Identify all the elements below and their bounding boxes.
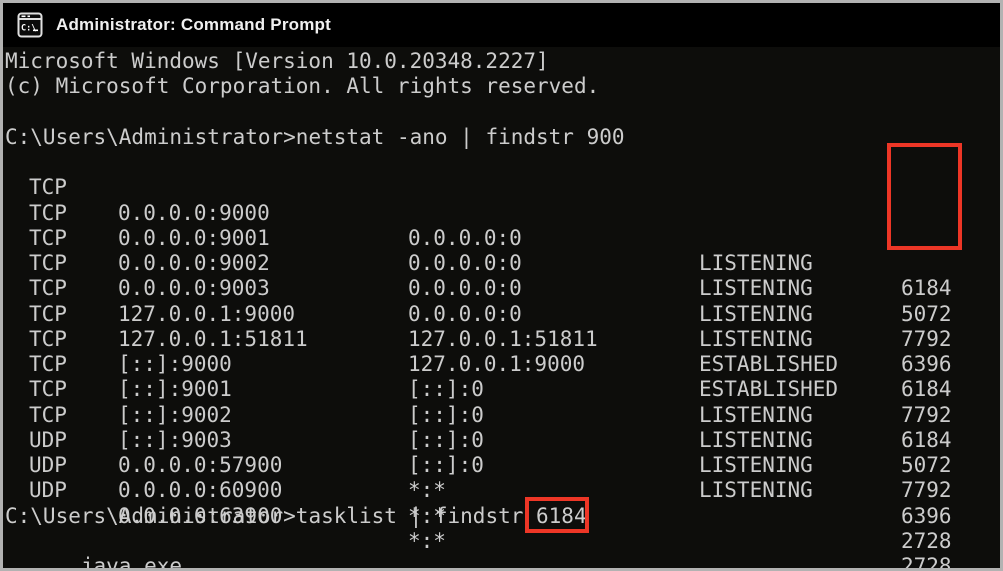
netstat-local-address: 0.0.0.0:63900	[118, 503, 283, 528]
netstat-pid: 6396	[901, 352, 952, 377]
netstat-foreign-address: 0.0.0.0:0	[408, 251, 522, 276]
netstat-pid: 7792	[901, 478, 952, 503]
command-line-tasklist: C:\Users\Administrator>tasklist | findst…	[3, 504, 1000, 529]
netstat-row: TCP 0.0.0.0:9001 0.0.0.0:0 LISTENING 507…	[3, 175, 1000, 326]
netstat-row: UDP 0.0.0.0:60900 *:* 2728	[3, 428, 1000, 568]
netstat-foreign-address: *:*	[408, 503, 446, 528]
netstat-local-address: 0.0.0.0:9002	[118, 251, 270, 276]
netstat-proto: TCP	[29, 200, 67, 225]
netstat-state: LISTENING	[699, 251, 813, 276]
netstat-row: TCP 127.0.0.1:51811 127.0.0.1:9000 ESTAB…	[3, 276, 1000, 427]
netstat-foreign-address: *:*	[408, 478, 446, 503]
netstat-proto: TCP	[29, 225, 67, 250]
netstat-local-address: 0.0.0.0:9003	[118, 276, 270, 301]
netstat-state: LISTENING	[699, 276, 813, 301]
prompt-text: C:\Users\Administrator>	[5, 124, 296, 149]
netstat-row: TCP [::]:9001 [::]:0 LISTENING 5072	[3, 327, 1000, 477]
netstat-local-address: 127.0.0.1:9000	[118, 301, 296, 326]
command-line-netstat: C:\Users\Administrator>netstat -ano | fi…	[3, 125, 1000, 150]
netstat-row: TCP [::]:9002 [::]:0 LISTENING 7792	[3, 352, 1000, 502]
netstat-pid: 6184	[901, 427, 952, 452]
netstat-local-address: 0.0.0.0:57900	[118, 453, 283, 478]
netstat-pid: 6396	[901, 503, 952, 528]
netstat-local-address: 0.0.0.0:60900	[118, 478, 283, 503]
netstat-proto: TCP	[29, 175, 67, 200]
netstat-state: LISTENING	[699, 453, 813, 478]
blank-line	[3, 478, 1000, 503]
netstat-foreign-address: [::]:0	[408, 427, 484, 452]
netstat-local-address: [::]:9003	[118, 427, 232, 452]
netstat-pid: 5072	[901, 301, 952, 326]
banner-line-1: Microsoft Windows [Version 10.0.20348.22…	[5, 49, 549, 73]
tasklist-row: java.exe 6184 Services 0 361,672 K	[3, 529, 1000, 568]
netstat-foreign-address: 0.0.0.0:0	[408, 301, 522, 326]
netstat-foreign-address: 127.0.0.1:9000	[408, 352, 586, 377]
blank-line	[3, 100, 1000, 125]
netstat-foreign-address: *:*	[408, 528, 446, 553]
title-bar[interactable]: C:\ Administrator: Command Prompt	[3, 3, 1000, 47]
netstat-pid: 5072	[901, 453, 952, 478]
netstat-local-address: [::]:9001	[118, 377, 232, 402]
netstat-local-address: 0.0.0.0:9000	[118, 200, 270, 225]
command-text-netstat: netstat -ano | findstr 900	[295, 124, 625, 149]
netstat-row: TCP [::]:9003 [::]:0 LISTENING 6396	[3, 377, 1000, 528]
netstat-foreign-address: [::]:0	[408, 377, 484, 402]
netstat-pid: 2728	[901, 528, 952, 553]
netstat-state: LISTENING	[699, 478, 813, 503]
prompt-text: C:\Users\Administrator>	[5, 503, 296, 528]
command-text-tasklist: tasklist | findstr 6184	[295, 503, 587, 528]
netstat-pid: 7792	[901, 402, 952, 427]
netstat-row: TCP 0.0.0.0:9000 0.0.0.0:0 LISTENING 618…	[3, 150, 1000, 300]
netstat-state: LISTENING	[699, 402, 813, 427]
netstat-local-address: [::]:9000	[118, 352, 232, 377]
netstat-table: TCP 0.0.0.0:9000 0.0.0.0:0 LISTENING 618…	[3, 150, 1000, 568]
console-output[interactable]: Microsoft Windows [Version 10.0.20348.22…	[3, 47, 1000, 568]
netstat-local-address: 127.0.0.1:51811	[118, 326, 308, 351]
netstat-state: LISTENING	[699, 301, 813, 326]
netstat-proto: TCP	[29, 276, 67, 301]
netstat-foreign-address: 127.0.0.1:51811	[408, 326, 598, 351]
netstat-pid: 2728	[901, 554, 952, 571]
netstat-proto: UDP	[29, 427, 67, 452]
netstat-state: ESTABLISHED	[699, 352, 839, 377]
netstat-local-address: 0.0.0.0:9001	[118, 225, 270, 250]
tasklist-image-name: java.exe	[80, 554, 183, 571]
netstat-proto: TCP	[29, 301, 67, 326]
netstat-foreign-address: 0.0.0.0:0	[408, 225, 522, 250]
netstat-row: TCP 127.0.0.1:9000 127.0.0.1:51811 ESTAB…	[3, 251, 1000, 401]
netstat-pid: 7792	[901, 326, 952, 351]
netstat-state: LISTENING	[699, 326, 813, 351]
netstat-row: TCP 0.0.0.0:9002 0.0.0.0:0 LISTENING 779…	[3, 201, 1000, 351]
svg-text:C:\: C:\	[21, 24, 36, 34]
netstat-proto: UDP	[29, 453, 67, 478]
netstat-foreign-address: 0.0.0.0:0	[408, 276, 522, 301]
netstat-foreign-address: [::]:0	[408, 453, 484, 478]
netstat-state: ESTABLISHED	[699, 377, 839, 402]
netstat-pid: 6184	[901, 276, 952, 301]
netstat-foreign-address: [::]:0	[408, 402, 484, 427]
netstat-row: UDP 0.0.0.0:63900 *:* 2728	[3, 453, 1000, 553]
netstat-proto: TCP	[29, 251, 67, 276]
netstat-proto: UDP	[29, 478, 67, 503]
netstat-row: UDP 0.0.0.0:57900 *:* 2728	[3, 403, 1000, 553]
netstat-local-address: [::]:9002	[118, 402, 232, 427]
netstat-pid: 6184	[901, 377, 952, 402]
netstat-proto: TCP	[29, 326, 67, 351]
netstat-proto: TCP	[29, 352, 67, 377]
netstat-proto: TCP	[29, 402, 67, 427]
netstat-row: TCP [::]:9000 [::]:0 LISTENING 6184	[3, 302, 1000, 452]
netstat-proto: TCP	[29, 377, 67, 402]
window-title: Administrator: Command Prompt	[56, 15, 331, 34]
netstat-row: TCP 0.0.0.0:9003 0.0.0.0:0 LISTENING 639…	[3, 226, 1000, 376]
netstat-state: LISTENING	[699, 427, 813, 452]
banner-line-2: (c) Microsoft Corporation. All rights re…	[5, 74, 600, 99]
cmd-icon: C:\	[17, 12, 43, 38]
